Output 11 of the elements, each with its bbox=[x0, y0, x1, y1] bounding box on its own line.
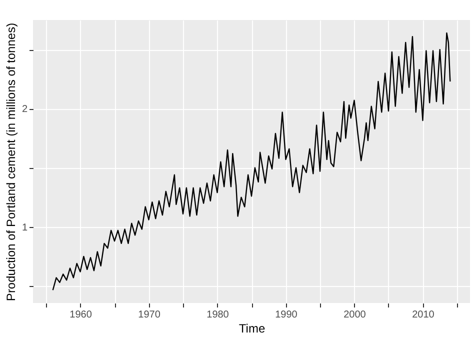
x-tick-label: 2000 bbox=[344, 310, 366, 320]
x-tick-label: 1970 bbox=[138, 310, 161, 320]
x-tick-label: 2010 bbox=[412, 310, 435, 320]
x-axis-title: Time bbox=[238, 322, 266, 336]
x-tick-label: 1980 bbox=[206, 310, 230, 320]
y-axis-title: Production of Portland cement (in millions of tonnes) bbox=[4, 22, 18, 302]
y-tick-label: 2 bbox=[22, 104, 28, 116]
x-tick-label: 1960 bbox=[70, 310, 92, 320]
x-tick-label: 1990 bbox=[275, 310, 298, 320]
y-tick-label: 1 bbox=[22, 222, 28, 234]
line-series bbox=[52, 32, 451, 291]
